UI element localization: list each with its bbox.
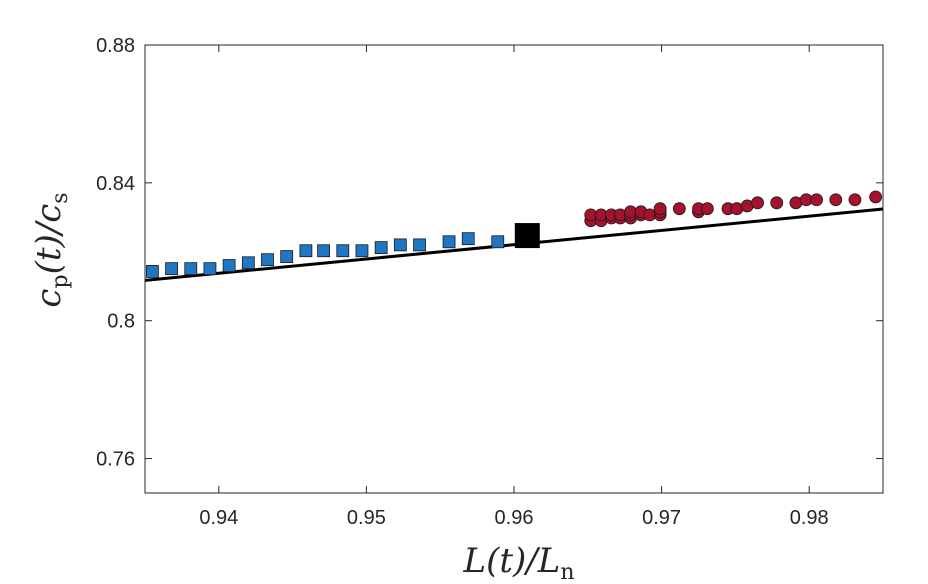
square-point [461,232,475,246]
plot-frame [144,44,884,494]
square-point [355,244,369,258]
ticks [145,44,883,493]
circle-point [829,193,843,207]
circle-point [848,193,862,207]
x-tick-label: 0.97 [642,507,681,529]
circle-point [751,196,764,210]
square-point [241,256,255,270]
square-point [203,262,217,276]
square-point [261,253,274,267]
square-point [184,262,198,276]
fit-line [144,207,884,282]
square-point [491,235,505,249]
square-point [317,244,330,258]
circle-point [700,202,714,216]
y-tick-label: 0.8 [107,311,135,333]
x-tick-label: 0.96 [495,507,534,529]
square-point [336,244,350,258]
square-point [280,250,294,263]
y-tick-label: 0.76 [96,449,135,471]
x-tick-label: 0.95 [347,507,386,529]
marks [145,190,883,278]
highlight-point [514,223,540,249]
circle-point [672,202,686,216]
y-tick-label: 0.84 [96,173,135,195]
x-tick-label: 0.98 [790,507,829,529]
square-point [299,244,313,258]
circle-point [653,202,667,216]
square-point [442,235,456,249]
x-tick-label: 0.94 [199,507,238,529]
square-point [413,238,426,252]
square-point [145,265,159,278]
x-axis-label: L(t)/Ln [463,541,575,584]
square-point [222,259,236,272]
circle-point [770,196,784,210]
square-point [165,262,178,276]
square-point [393,238,407,252]
fit-layer [144,207,884,282]
circle-point [869,190,883,204]
circle-point [810,193,823,207]
y-axis-label: cp(t)/cs [29,192,73,307]
square-point [374,241,388,255]
tick-labels: 0.94 0.95 0.96 0.97 0.98 0.76 0.8 0.84 0.88 [96,35,829,529]
y-tick-label: 0.88 [96,35,135,57]
